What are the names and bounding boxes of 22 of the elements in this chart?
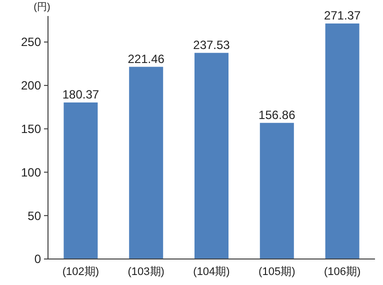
bar xyxy=(64,102,98,259)
y-tick-label: 0 xyxy=(34,252,42,266)
y-tick-label: 150 xyxy=(20,122,42,136)
data-label: 221.46 xyxy=(128,52,165,66)
bar xyxy=(194,52,229,259)
data-label: 237.53 xyxy=(193,38,230,52)
y-tick-label: 50 xyxy=(28,208,42,223)
data-label: 156.86 xyxy=(258,108,296,122)
y-tick-label: 200 xyxy=(20,78,42,93)
bar xyxy=(325,23,360,259)
data-label: 180.37 xyxy=(62,87,100,102)
y-axis-title: (円) xyxy=(34,2,50,13)
data-label: 271.37 xyxy=(324,8,361,22)
x-tick-label: (105期) xyxy=(258,266,296,278)
x-tick-label: (102期) xyxy=(62,266,100,278)
bar xyxy=(129,66,164,259)
x-tick-label: (106期) xyxy=(324,266,361,278)
bar xyxy=(260,122,294,259)
y-tick-label: 100 xyxy=(20,165,42,180)
y-tick-label: 250 xyxy=(20,35,42,50)
x-tick-label: (103期) xyxy=(128,266,164,278)
x-tick-label: (104期) xyxy=(193,266,230,278)
